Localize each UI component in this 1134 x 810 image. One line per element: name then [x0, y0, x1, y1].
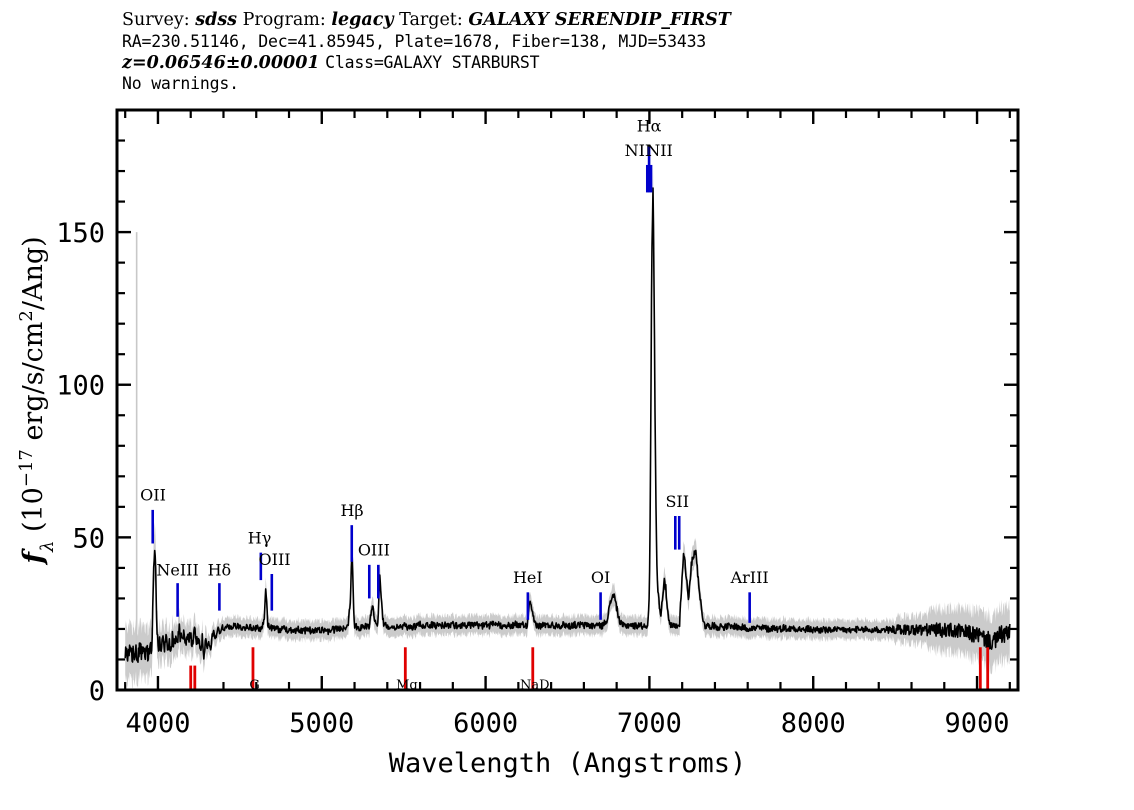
ylabel-exponent: −17 [16, 449, 37, 487]
plot-frame-group [115, 108, 1020, 692]
flux-error-band [125, 167, 1010, 689]
ylabel-square: 2 [16, 310, 37, 321]
emission-line-label: Hα [637, 116, 662, 135]
x-tick-label: 9000 [945, 708, 1010, 739]
target-value: GALAXY SERENDIP_FIRST [468, 10, 731, 30]
y-tick-label: 50 [72, 523, 105, 554]
program-value: legacy [331, 10, 394, 30]
axis-labels-group: 4000 5000 6000 7000 8000 9000 0 50 100 150 Wavelen… [16, 218, 1010, 779]
x-axis-title: Wavelength (Angstroms) [389, 748, 747, 779]
emission-line-label: SII [665, 492, 689, 511]
sky-line-label: G [249, 678, 259, 693]
flux-curve [124, 187, 1011, 663]
survey-value: sdss [195, 10, 238, 30]
flux-curve-group [124, 187, 1011, 663]
emission-line-label: Hδ [208, 561, 232, 580]
program-label: Program: [242, 10, 326, 30]
y-tick-label: 0 [89, 676, 105, 707]
survey-label: Survey: [122, 10, 190, 30]
emission-line-label: Hβ [340, 501, 363, 520]
header-line-3: z=0.06546±0.00001 Class=GALAXY STARBURST [122, 52, 1022, 73]
x-tick-label: 7000 [617, 708, 682, 739]
y-tick-label: 100 [56, 371, 105, 402]
header-coordinates: RA=230.51146, Dec=41.85945, Plate=1678, … [122, 32, 707, 51]
emission-line-label: NII [646, 141, 673, 160]
ylabel-lambda: λ [37, 541, 58, 553]
sky-lines-group: G Mg NaD [189, 647, 990, 693]
spectrum-header: Survey: sdss Program: legacy Target: GAL… [122, 10, 1022, 94]
emission-line-label: OIII [358, 541, 390, 560]
emission-line-label: NII [625, 141, 652, 160]
plot-frame [115, 108, 1020, 692]
svg-text:fλ (10−17 erg/s/cm2/Ang): fλ (10−17 erg/s/cm2/Ang) [16, 236, 58, 565]
x-tick-label: 4000 [125, 708, 190, 739]
emission-line-label: OII [140, 486, 166, 505]
header-warnings: No warnings. [122, 74, 239, 93]
class-value: Class=GALAXY STARBURST [325, 53, 540, 72]
x-tick-label: 5000 [289, 708, 354, 739]
header-line-1: Survey: sdss Program: legacy Target: GAL… [122, 10, 1022, 31]
ylabel-mid: erg/s/cm [18, 322, 49, 450]
emission-line-label: OIII [259, 550, 291, 569]
x-tick-label: 6000 [453, 708, 518, 739]
y-axis-title: fλ (10−17 erg/s/cm2/Ang) [16, 236, 58, 565]
target-label: Target: [399, 10, 463, 30]
emission-line-label: Hγ [248, 528, 272, 547]
ylabel-f: f [18, 548, 49, 566]
redshift-value: z=0.06546±0.00001 [122, 53, 320, 73]
ylabel-close: /Ang) [18, 236, 49, 310]
axis-ticks-group [117, 108, 1018, 692]
ylabel-open: (10 [18, 487, 49, 540]
emission-lines-group: OII NeIII Hδ Hγ OIII Hβ OIII HeI OI NII Hα NII SII Ar… [140, 116, 769, 623]
emission-line-label: OI [591, 568, 610, 587]
x-tick-label: 8000 [781, 708, 846, 739]
error-band-group [125, 167, 1010, 689]
emission-line-label: HeI [513, 568, 543, 587]
y-tick-label: 150 [56, 218, 105, 249]
emission-line-label: NeIII [156, 561, 198, 580]
emission-line-label: ArIII [730, 568, 769, 587]
